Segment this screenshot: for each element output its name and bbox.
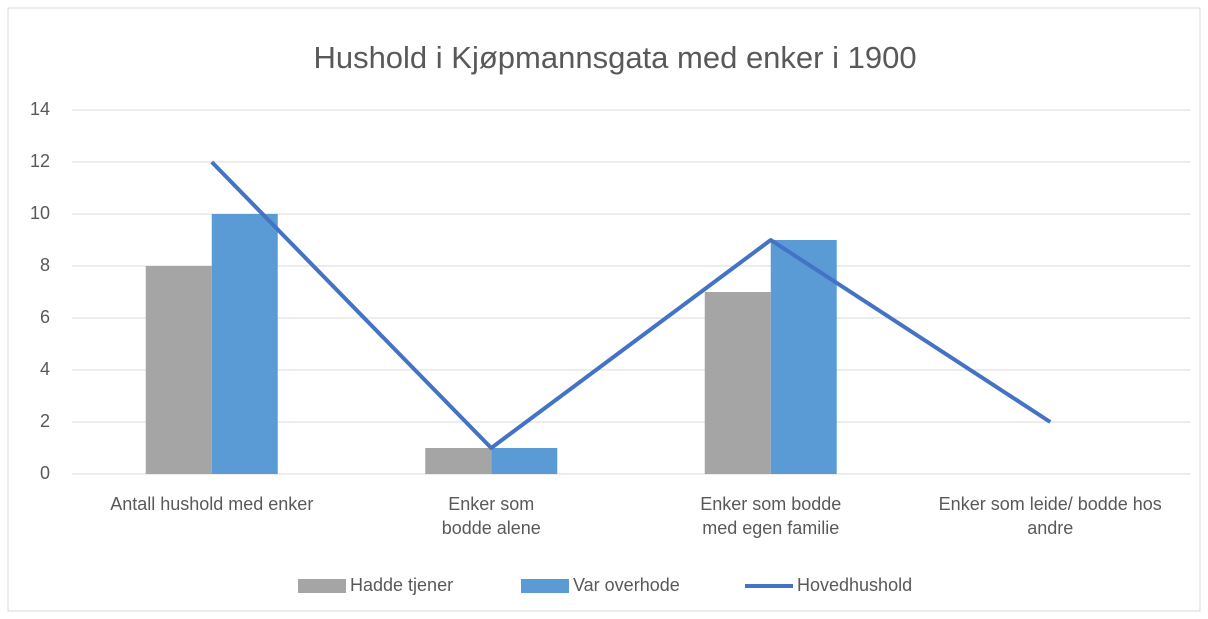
chart-border bbox=[7, 7, 1201, 612]
x-tick-label: Enker som leide/ bodde hos andre bbox=[938, 494, 1162, 538]
bar bbox=[211, 214, 278, 474]
y-tick-label: 0 bbox=[40, 463, 50, 483]
bar bbox=[425, 448, 492, 474]
y-tick-label: 8 bbox=[40, 255, 50, 275]
line bbox=[210, 160, 1052, 450]
bar bbox=[704, 292, 771, 474]
legend-label: Var overhode bbox=[573, 575, 680, 595]
legend-label: Hovedhushold bbox=[797, 575, 912, 595]
bar bbox=[491, 448, 558, 474]
y-tick-label: 4 bbox=[40, 359, 50, 379]
legend-swatch bbox=[298, 579, 346, 593]
chart-title: Hushold i Kjøpmannsgata med enker i 1900 bbox=[313, 40, 916, 75]
x-tick-label: Antall hushold med enker bbox=[110, 494, 314, 514]
x-tick-label: Enker som bodde alene bbox=[441, 494, 541, 538]
x-tick-label: Enker som bodde med egen familie bbox=[700, 494, 842, 538]
y-tick-label: 14 bbox=[30, 99, 50, 119]
y-tick-label: 6 bbox=[40, 307, 50, 327]
y-tick-label: 2 bbox=[40, 411, 50, 431]
legend-label: Hadde tjener bbox=[350, 575, 453, 595]
y-tick-label: 10 bbox=[30, 203, 50, 223]
bar bbox=[770, 240, 837, 474]
bar bbox=[145, 266, 212, 474]
y-tick-label: 12 bbox=[30, 151, 50, 171]
legend-swatch bbox=[521, 579, 569, 593]
